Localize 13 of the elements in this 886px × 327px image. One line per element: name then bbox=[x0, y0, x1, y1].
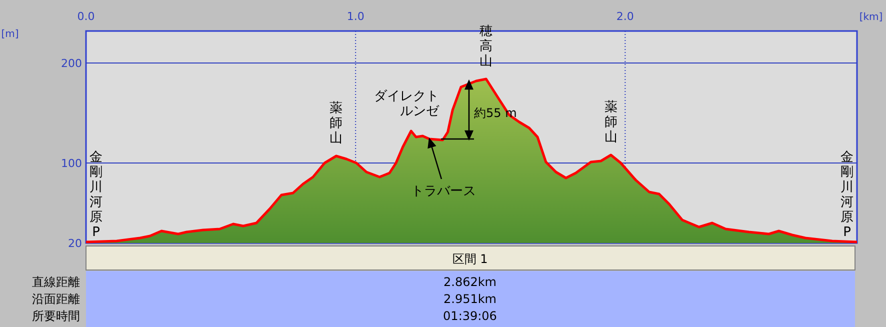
x-tick-label: 2.0 bbox=[616, 10, 634, 23]
annotation: 薬師山 bbox=[604, 100, 618, 145]
annotation: トラバース bbox=[410, 184, 476, 199]
x-tick-label: 0.0 bbox=[77, 10, 95, 23]
annotation: 金剛川河原P bbox=[840, 150, 854, 240]
y-axis-title: [m] bbox=[1, 29, 19, 40]
annotation: ダイレクトルンゼ bbox=[374, 89, 440, 119]
y-tick-label: 200 bbox=[61, 57, 82, 70]
x-axis-title: [km] bbox=[859, 12, 883, 23]
y-tick-label: 100 bbox=[61, 157, 82, 170]
annotation: 金剛川河原P bbox=[90, 150, 102, 240]
x-tick-label: 1.0 bbox=[346, 10, 364, 23]
annotation: 薬師山 bbox=[330, 101, 343, 146]
